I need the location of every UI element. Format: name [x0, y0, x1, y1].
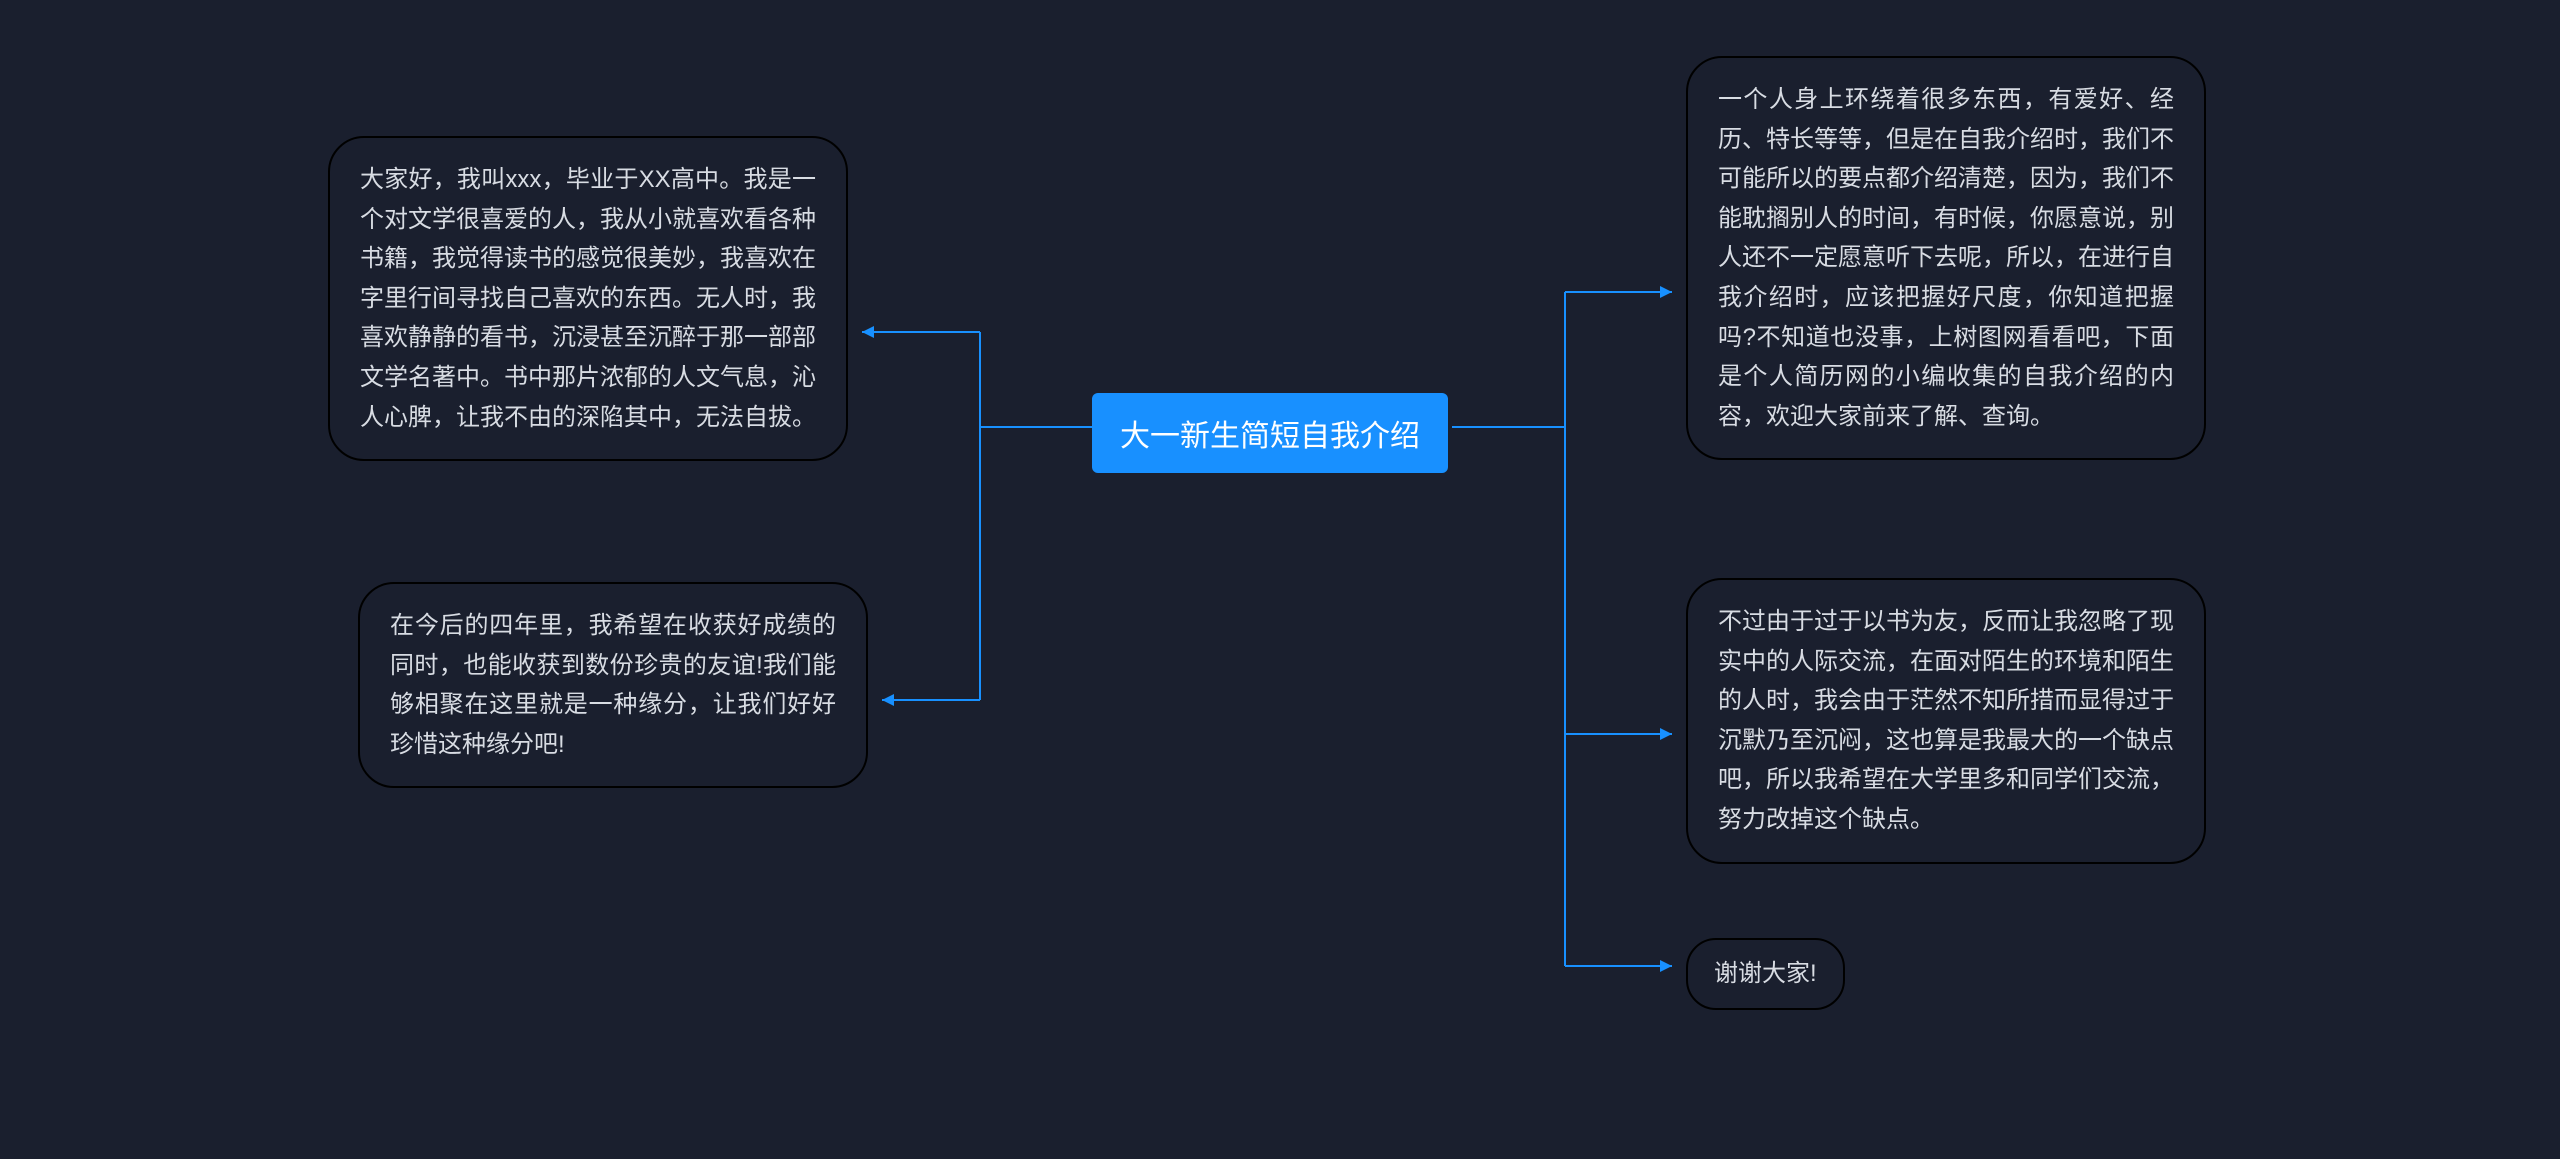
mindmap-right-node-2[interactable]: 不过由于过于以书为友，反而让我忽略了现实中的人际交流，在面对陌生的环境和陌生的人…	[1686, 578, 2206, 864]
mindmap-left-node-2[interactable]: 在今后的四年里，我希望在收获好成绩的同时，也能收获到数份珍贵的友谊!我们能够相聚…	[358, 582, 868, 788]
mindmap-right-node-1[interactable]: 一个人身上环绕着很多东西，有爱好、经历、特长等等，但是在自我介绍时，我们不可能所…	[1686, 56, 2206, 460]
mindmap-left-node-1[interactable]: 大家好，我叫xxx，毕业于XX高中。我是一个对文学很喜爱的人，我从小就喜欢看各种…	[328, 136, 848, 461]
mindmap-center-node[interactable]: 大一新生简短自我介绍	[1092, 393, 1448, 473]
mindmap-right-node-3[interactable]: 谢谢大家!	[1686, 938, 1845, 1010]
